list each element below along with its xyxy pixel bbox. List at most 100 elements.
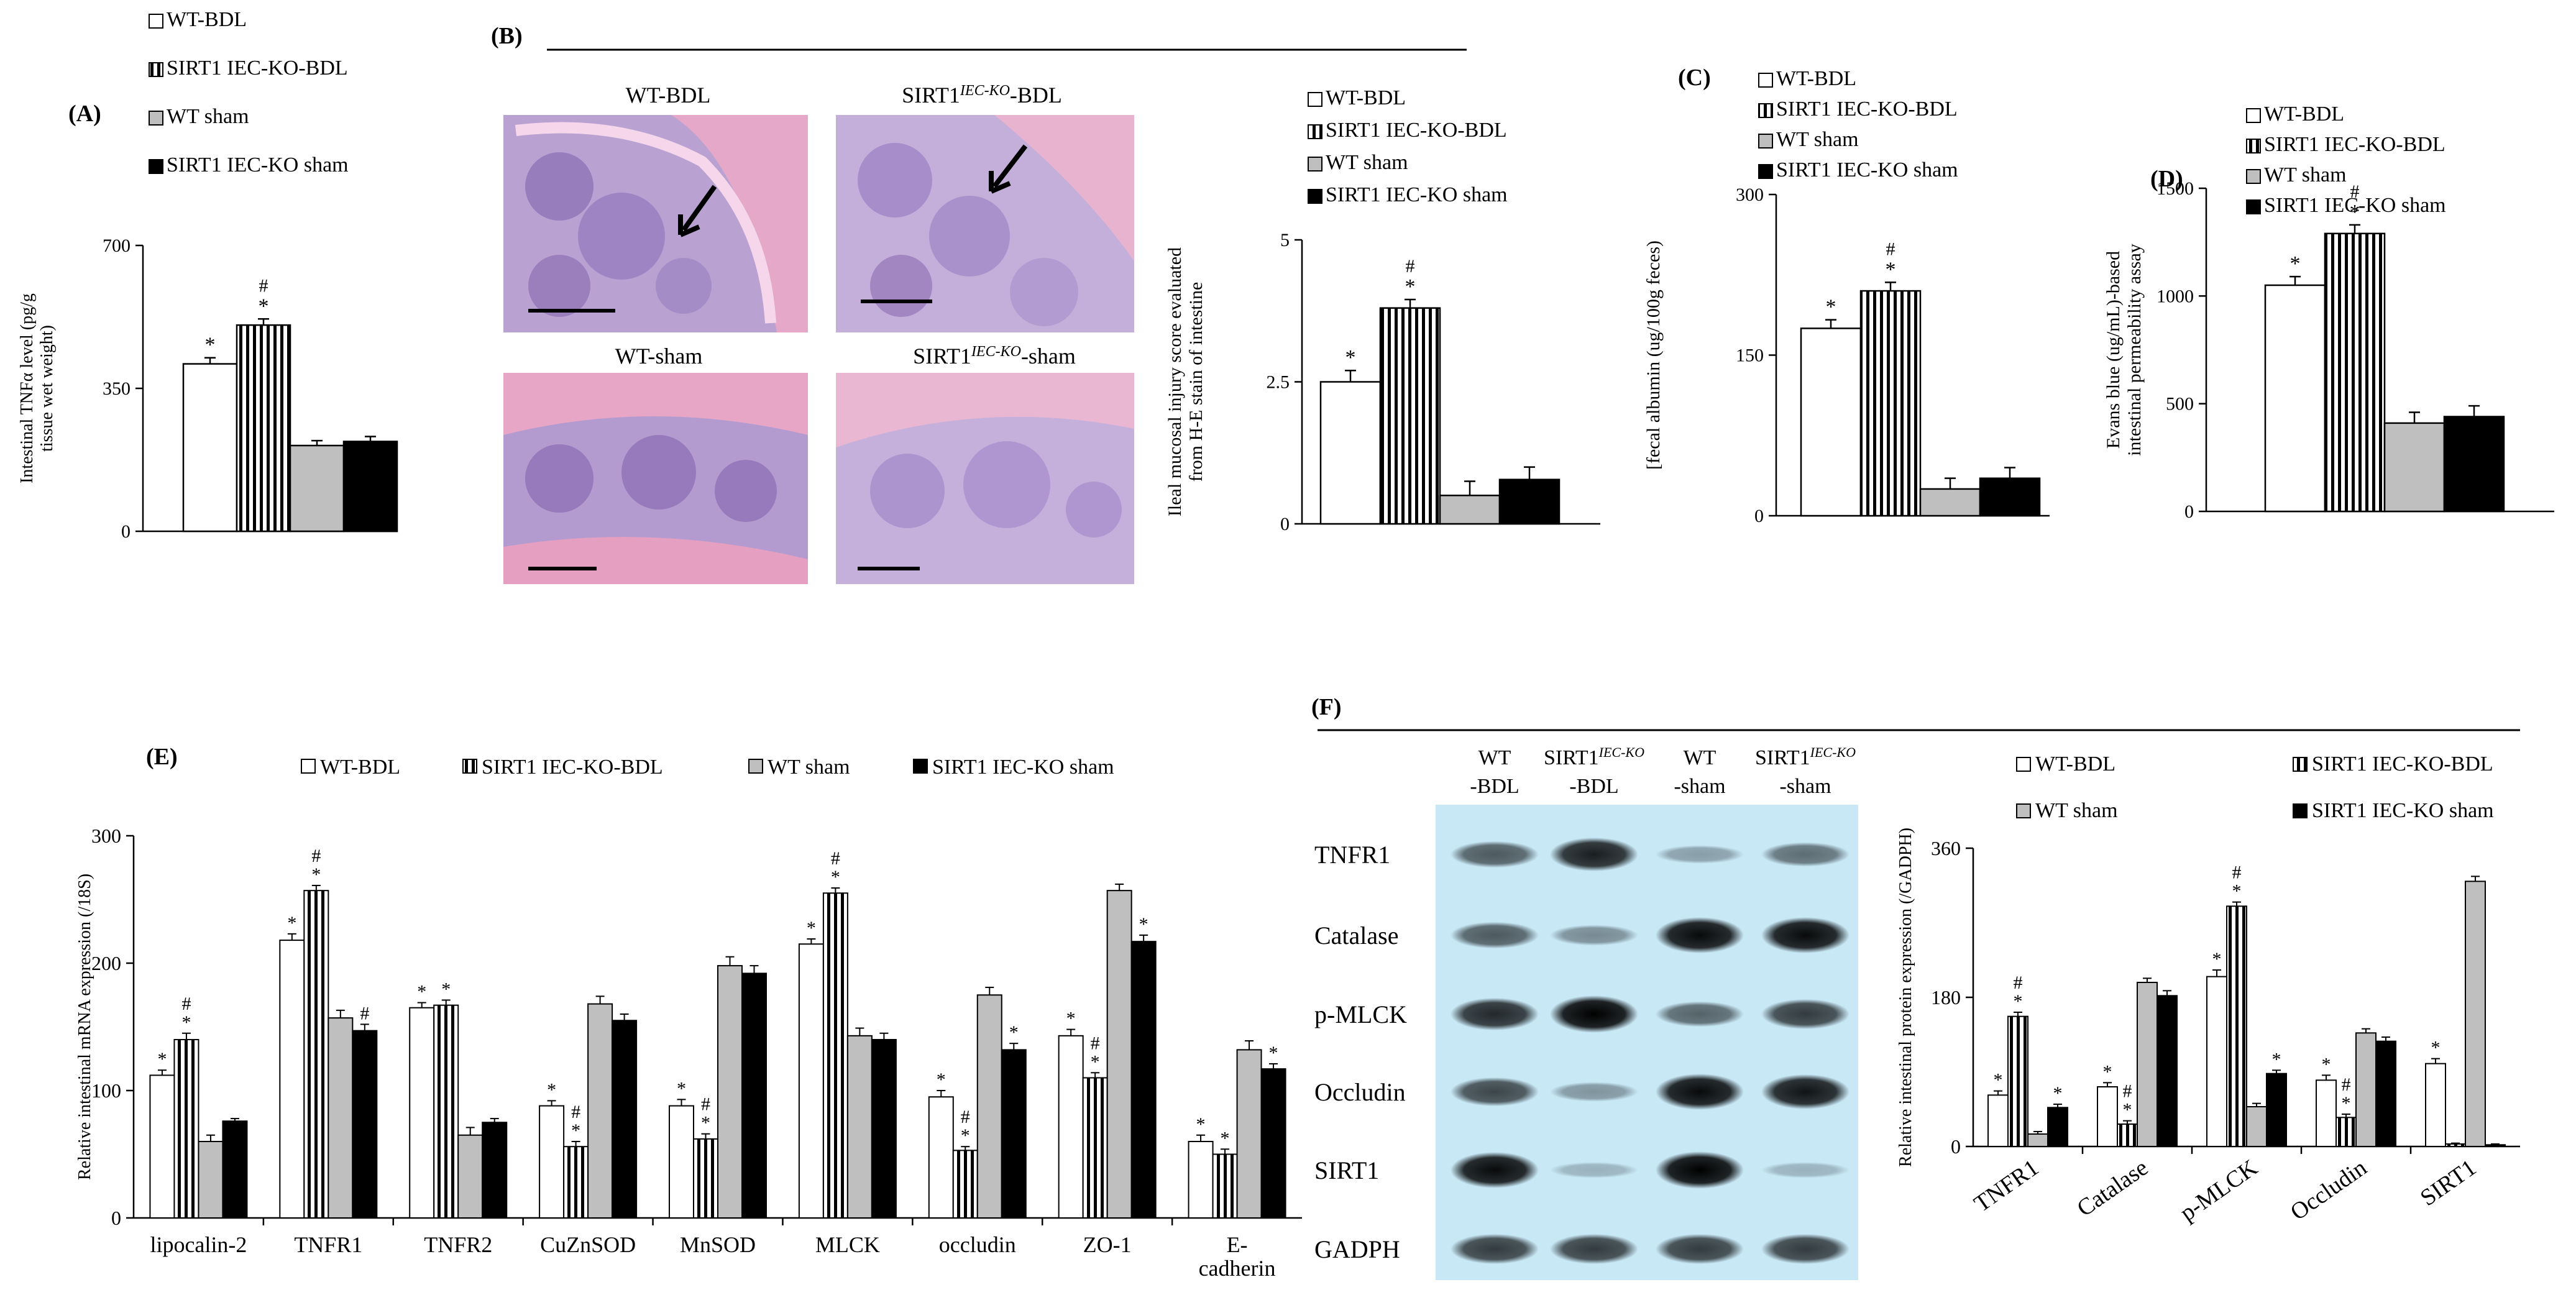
band-2-2 — [1656, 1001, 1744, 1027]
chart-e-cat-label-2-0: TNFR2 — [424, 1232, 492, 1257]
legend-d-swatch-ko_sham — [2246, 199, 2261, 214]
chart-e-mark-8-0-0: * — [1196, 1114, 1206, 1135]
chart-e-bar-3-1 — [563, 1146, 589, 1219]
chart-f-ylabel: Relative intestinal protein expression (… — [1896, 828, 1915, 1167]
chart-b-ylabel-line-0: Ileal mucosal injury score evaluated — [1165, 247, 1185, 516]
chart-e-mark-3-1-0: * — [571, 1120, 580, 1141]
legend-b-swatch-ko_bdl — [1308, 124, 1322, 139]
chart-e-bar-6-3 — [1001, 1049, 1027, 1219]
band-5-1 — [1550, 1233, 1638, 1265]
band-2-1 — [1550, 995, 1638, 1033]
chart-c-bar-0 — [1800, 327, 1862, 517]
legend-a-label-ko_sham: SIRT1 IEC-KO sham — [167, 153, 349, 176]
chart-d-bar-0 — [2264, 284, 2326, 513]
chart-e-bar-0-2 — [198, 1141, 224, 1219]
chart-e-bar-4-1 — [693, 1138, 718, 1219]
chart-e-mark-8-1-0: * — [1221, 1128, 1230, 1148]
band-1-3 — [1761, 917, 1849, 954]
chart-c-bar-2 — [1919, 488, 1981, 517]
lane-label-3-sup: IEC-KO — [1810, 744, 1856, 760]
chart-b-bar-3 — [1498, 478, 1561, 525]
legend-f-label-wt_bdl: WT-BDL — [2035, 753, 2115, 775]
legend-d-swatch-ko_bdl — [2246, 139, 2261, 153]
chart-f-tick-label-1: 180 — [1931, 986, 1961, 1009]
chart-e-bar-1-1 — [303, 890, 329, 1219]
band-0-0 — [1451, 841, 1539, 868]
legend-d-label-ko_sham: SIRT1 IEC-KO sham — [2264, 194, 2446, 217]
chart-b-bar-1 — [1379, 307, 1441, 525]
western-blot-panel — [1436, 805, 1858, 1280]
legend-e-swatch-wt_bdl — [301, 759, 316, 774]
band-1-2 — [1656, 917, 1744, 954]
chart-a-mark-2: * — [259, 295, 269, 318]
lane-label-0-bottom: -BDL — [1470, 775, 1519, 798]
chart-b-ylabel-line-1: from H-E stain of intestine — [1186, 282, 1206, 482]
chart-e-tick-label-0: 0 — [111, 1207, 121, 1229]
chart-a-ylabel: Intestinal TNFα level (pg/gtissue wet we… — [17, 293, 57, 483]
chart-f-bar-3-0 — [2316, 1079, 2337, 1148]
chart-f-bar-2-1 — [2226, 905, 2247, 1148]
legend-a-swatch-wt_sham — [149, 111, 163, 126]
lane-label-2-bottom: -sham — [1674, 775, 1725, 798]
band-2-3 — [1761, 999, 1849, 1030]
chart-d-ylabel: Evans blue (ug/mL)-basedintestinal perme… — [2103, 244, 2145, 456]
chart-a-bar-1 — [236, 324, 291, 533]
chart-c-tick-label-0: 0 — [1754, 506, 1764, 526]
chart-e-tick-label-1: 100 — [91, 1079, 121, 1102]
legend-f-label-ko_bdl: SIRT1 IEC-KO-BDL — [2312, 753, 2493, 775]
chart-b-tick-label-0: 0 — [1280, 514, 1290, 534]
chart-f-cat-label-4: SIRT1 — [2416, 1155, 2481, 1211]
chart-f-cat-label-3: Occludin — [2286, 1155, 2372, 1225]
chart-c-ylabel-line-0: [fecal albumin (ug/100g feces) — [1643, 240, 1664, 470]
legend-f-swatch-wt_bdl — [2016, 757, 2031, 772]
chart-e-cat-label-6-0: occludin — [939, 1232, 1016, 1257]
legend-b-label-wt_sham: WT sham — [1326, 151, 1408, 174]
legend-a-label-wt_sham: WT sham — [167, 105, 249, 128]
lane-label-1-bottom: -BDL — [1569, 775, 1618, 798]
chart-e-mark-3-0-0: * — [547, 1079, 556, 1100]
chart-b-bar-0 — [1319, 381, 1382, 525]
chart-d-bar-2 — [2383, 422, 2445, 513]
chart-a-bar-3 — [342, 441, 398, 533]
chart-e-mark-0-0-0: * — [157, 1049, 167, 1069]
western-blot: (F)WT-BDLSIRT1IEC-KO-BDLWT-shamSIRT1IEC-… — [1311, 694, 1856, 1265]
chart-f-bar-2-0 — [2206, 976, 2227, 1147]
chart-f: 0180360**#*TNFR1**#Catalase**#*p-MLCK**#… — [1896, 828, 2520, 1227]
chart-f-bar-1-3 — [2157, 995, 2178, 1148]
lane-label-1-sup: IEC-KO — [1598, 744, 1644, 760]
band-5-3 — [1761, 1233, 1849, 1265]
chart-f-mark-2-3-0: * — [2272, 1049, 2281, 1069]
legend-e-label-wt_bdl: WT-BDL — [320, 756, 400, 779]
chart-d-bar-1 — [2324, 232, 2386, 513]
legend-c-label-ko_bdl: SIRT1 IEC-KO-BDL — [1776, 98, 1958, 121]
chart-e-bar-7-0 — [1058, 1035, 1084, 1219]
chart-e-mark-2-0-0: * — [417, 982, 426, 1002]
ko-sham-sirt1: SIRT1 — [913, 344, 971, 368]
chart-a-bar-0 — [182, 363, 238, 533]
ko-bdl-sup: IEC-KO — [960, 83, 1010, 99]
chart-e-bar-3-0 — [539, 1105, 565, 1219]
chart-a-mark-0: * — [205, 334, 216, 357]
legend-e-label-ko_sham: SIRT1 IEC-KO sham — [932, 756, 1114, 779]
chart-d-bar-3 — [2443, 416, 2505, 513]
chart-f-bar-0-0 — [1987, 1094, 2009, 1148]
chart-e-cat-label-3-0: CuZnSOD — [540, 1232, 636, 1257]
chart-d-tick-label-3: 1500 — [2157, 178, 2194, 199]
legend-d-label-wt_sham: WT sham — [2264, 163, 2347, 186]
chart-c-tick-label-2: 300 — [1736, 185, 1764, 205]
legend-a-label-wt_bdl: WT-BDL — [167, 8, 247, 31]
chart-e-bar-6-2 — [976, 994, 1002, 1219]
chart-e-bar-5-3 — [871, 1039, 897, 1219]
legend-d-swatch-wt_sham — [2246, 169, 2261, 184]
chart-e-bar-4-2 — [717, 965, 743, 1219]
band-5-2 — [1656, 1233, 1744, 1265]
chart-f-bar-0-3 — [2047, 1107, 2068, 1148]
chart-f-bar-1-1 — [2117, 1123, 2138, 1147]
histology-title-ko-sham: SIRT1IEC-KO-sham — [913, 344, 1076, 368]
histology-ko-bdl — [836, 115, 1134, 332]
